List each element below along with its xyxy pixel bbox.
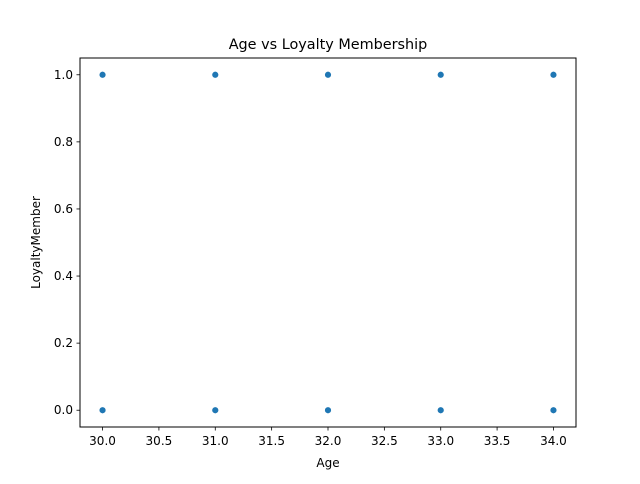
x-tick-label: 31.5	[258, 434, 285, 448]
x-tick-label: 31.0	[202, 434, 229, 448]
scatter-point	[437, 406, 445, 414]
y-tick-label: 0.0	[54, 403, 73, 417]
y-axis-ticks: 0.0 0.2 0.4 0.6 0.8 1.0	[54, 68, 80, 417]
scatter-point	[98, 71, 107, 79]
x-axis-label: Age	[316, 456, 339, 470]
x-tick-label: 34.0	[540, 434, 567, 448]
y-tick-label: 0.8	[54, 135, 73, 149]
x-tick-label: 32.5	[371, 434, 398, 448]
scatter-point	[324, 71, 332, 79]
scatter-point	[437, 71, 445, 79]
x-tick-label: 30.5	[146, 434, 173, 448]
plot-frame	[79, 57, 577, 428]
scatter-point	[549, 71, 558, 79]
scatter-point	[549, 406, 558, 414]
y-tick-label: 1.0	[54, 68, 73, 82]
scatter-point	[211, 71, 219, 79]
scatter-points	[98, 71, 558, 414]
scatter-point	[211, 406, 219, 414]
x-tick-label: 33.0	[427, 434, 454, 448]
scatter-point	[98, 406, 107, 414]
scatter-point	[324, 406, 332, 414]
x-axis-ticks: 30.0 30.5 31.0 31.5 32.0 32.5 33.0 33.5 34.0	[89, 427, 567, 448]
chart-title: Age vs Loyalty Membership	[229, 37, 428, 53]
y-axis-label: LoyaltyMember	[29, 196, 43, 289]
x-tick-label: 30.0	[89, 434, 116, 448]
x-tick-label: 33.5	[484, 434, 511, 448]
x-tick-label: 32.0	[315, 434, 342, 448]
y-tick-label: 0.2	[54, 336, 73, 350]
y-tick-label: 0.4	[54, 269, 73, 283]
y-tick-label: 0.6	[54, 202, 73, 216]
